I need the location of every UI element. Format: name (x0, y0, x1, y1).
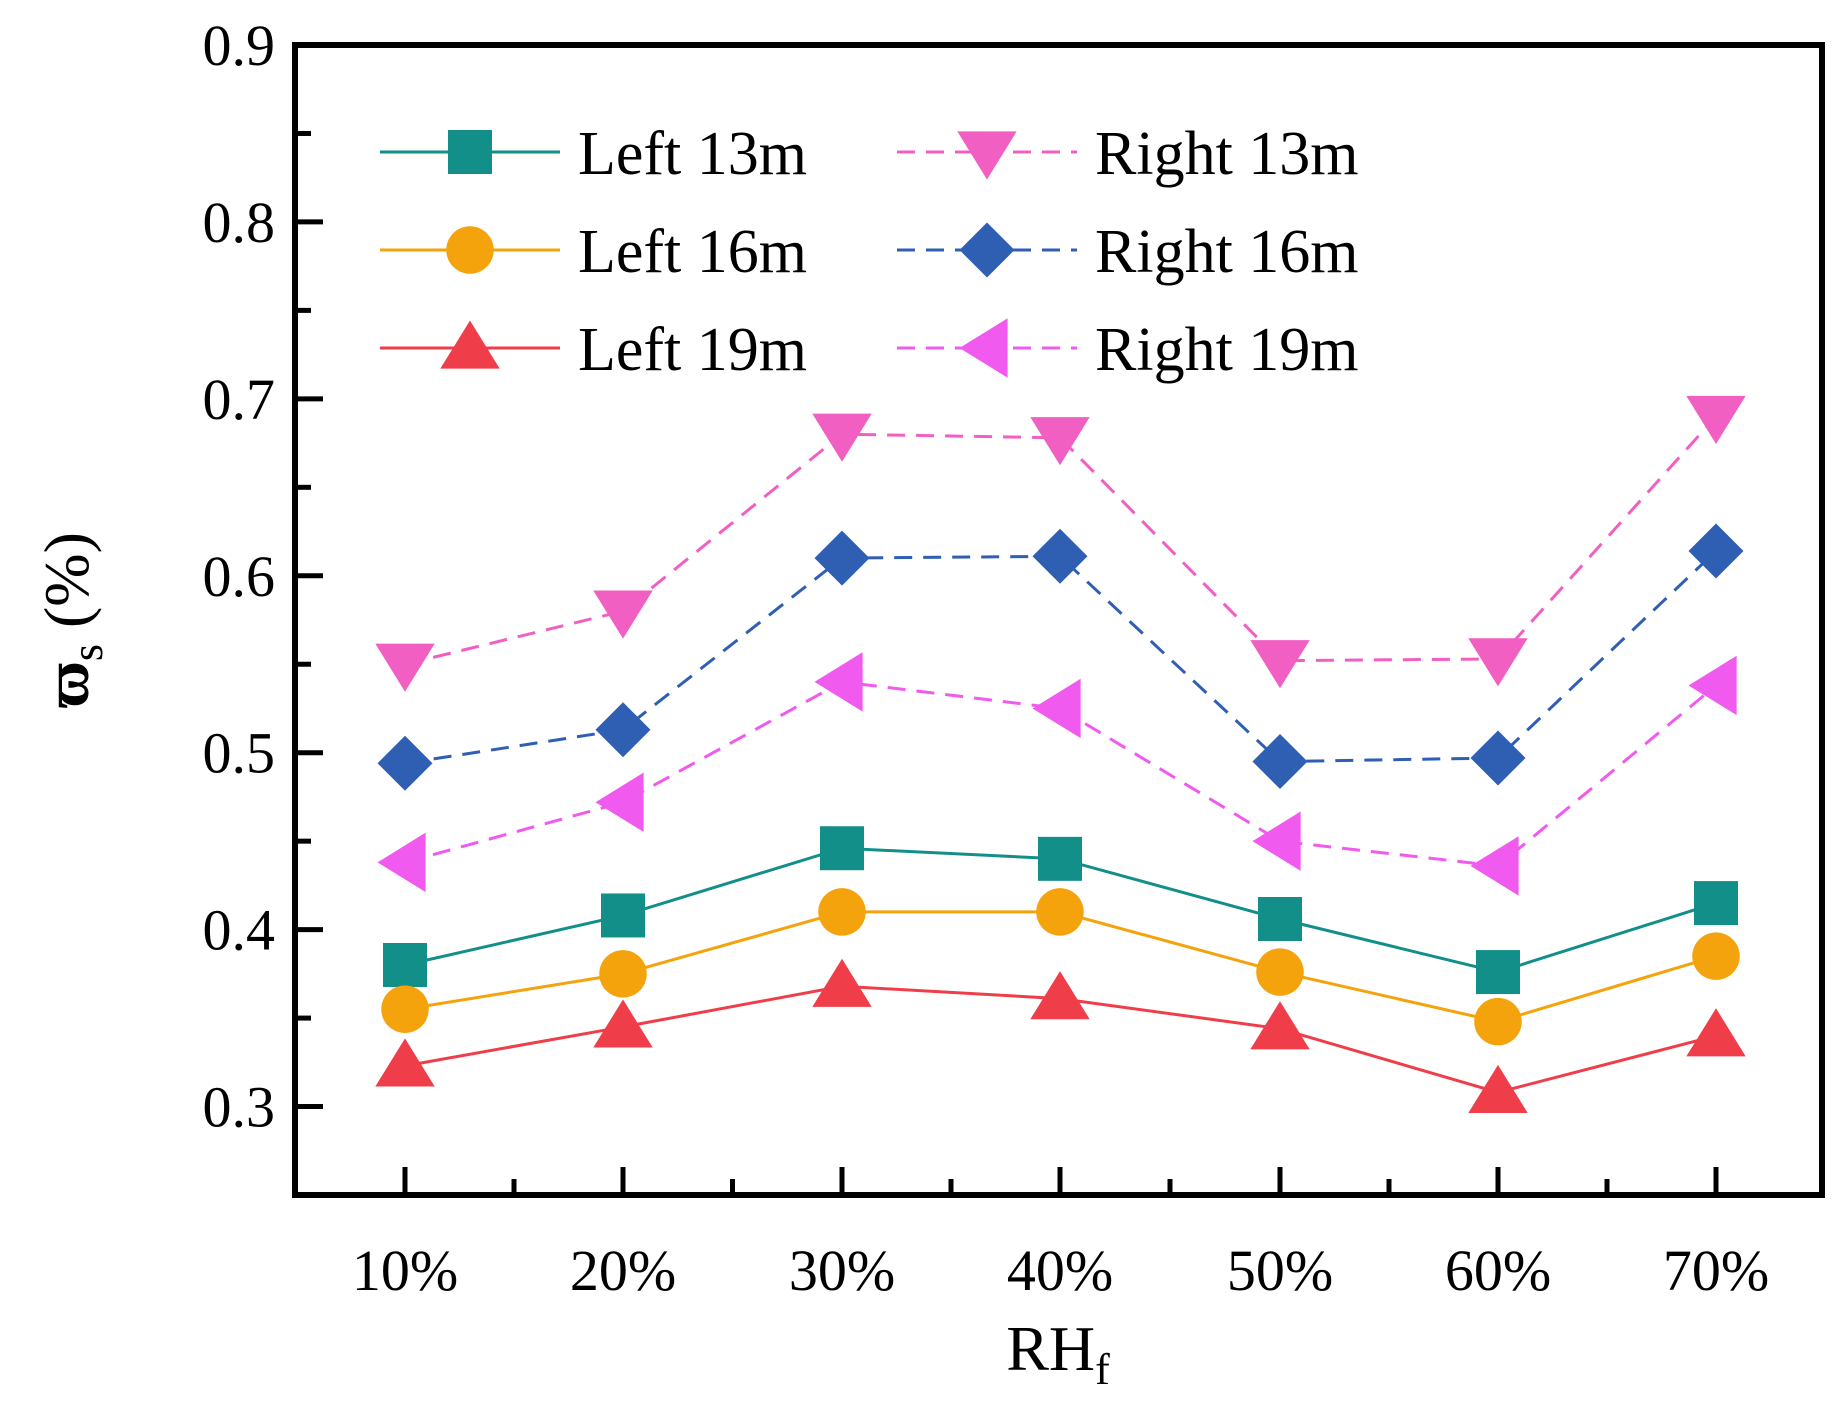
legend-label-left-16m: Left 16m (578, 218, 807, 286)
data-point-right-16m (814, 530, 870, 586)
data-point-right-19m (814, 652, 863, 712)
y-tick-label: 0.7 (203, 367, 276, 432)
data-point-right-13m (1686, 395, 1746, 445)
legend-label-right-13m: Right 13m (1095, 120, 1359, 188)
y-tick-label: 0.3 (203, 1075, 276, 1140)
data-point-right-13m (593, 590, 653, 639)
data-point-right-13m (375, 643, 435, 692)
x-tick-label: 10% (352, 1238, 458, 1303)
data-point-right-19m (595, 772, 644, 832)
y-tick-label: 0.8 (203, 190, 276, 255)
y-tick-label: 0.6 (203, 544, 276, 609)
data-point-left-19m (1030, 971, 1090, 1020)
y-tick-label: 0.9 (203, 13, 276, 78)
y-axis-title: ϖs (%) (31, 532, 112, 708)
data-point-left-19m (1250, 1001, 1310, 1050)
data-point-left-13m (1694, 881, 1738, 926)
data-point-left-19m (812, 958, 872, 1007)
data-point-right-19m (1470, 836, 1519, 896)
data-point-right-16m (1252, 734, 1308, 790)
y-tick-label: 0.4 (203, 898, 276, 963)
data-point-left-16m (1256, 948, 1304, 996)
data-point-right-16m (1688, 523, 1744, 579)
y-tick-label: 0.5 (203, 721, 276, 786)
data-point-left-19m (1686, 1008, 1746, 1057)
data-point-right-13m (1030, 417, 1090, 466)
data-point-left-13m (1258, 897, 1302, 941)
data-point-left-19m (1468, 1064, 1528, 1114)
data-point-right-13m (812, 413, 872, 462)
legend-marker-right-16m (959, 222, 1015, 278)
x-tick-label: 20% (570, 1238, 676, 1303)
data-point-left-16m (1474, 997, 1522, 1046)
data-point-left-13m (820, 826, 864, 871)
legend-label-right-16m: Right 16m (1095, 218, 1359, 286)
legend-label-right-19m: Right 19m (1095, 316, 1359, 384)
series-layer (375, 395, 1746, 1114)
x-axis-title: RHf (1006, 1313, 1110, 1394)
legend: Left 13m Left 16m Left 19m Right 13m Right 1… (380, 120, 1359, 384)
data-point-left-16m (599, 950, 647, 998)
x-tick-label: 60% (1445, 1238, 1551, 1303)
data-point-right-19m (1032, 678, 1081, 739)
legend-marker-right-13m (957, 131, 1017, 180)
data-point-right-16m (377, 735, 433, 791)
x-tick-label: 30% (789, 1238, 895, 1303)
data-point-right-13m (1468, 638, 1528, 687)
x-tick-label: 70% (1663, 1238, 1769, 1303)
data-point-right-16m (1470, 730, 1526, 786)
legend-marker-left-13m (448, 130, 492, 174)
legend-marker-left-19m (440, 320, 500, 369)
legend-marker-left-16m (446, 226, 494, 274)
legend-label-left-13m: Left 13m (578, 120, 807, 188)
data-point-left-13m (1038, 836, 1082, 881)
data-point-left-16m (381, 985, 429, 1033)
data-point-left-13m (601, 893, 645, 938)
data-point-left-16m (1692, 932, 1740, 980)
x-tick-label: 40% (1007, 1238, 1113, 1303)
x-tick-label: 50% (1227, 1238, 1333, 1303)
data-point-right-16m (595, 702, 651, 758)
x-axis-ticks: 10% 20% 30% 40% 50% 60% 70% (352, 1167, 1769, 1303)
data-point-right-19m (1252, 811, 1301, 871)
data-point-right-19m (377, 832, 426, 893)
data-point-left-19m (375, 1038, 435, 1087)
legend-label-left-19m: Left 19m (578, 316, 807, 384)
y-axis-ticks: 0.3 0.4 0.5 0.6 0.7 0.8 0.9 (203, 13, 323, 1140)
data-point-right-13m (1250, 640, 1310, 689)
data-point-left-19m (593, 999, 653, 1048)
data-point-left-16m (818, 888, 866, 936)
plot-frame (292, 42, 1825, 1198)
data-point-left-13m (383, 943, 427, 987)
data-point-left-16m (1036, 888, 1084, 936)
data-point-right-16m (1032, 528, 1088, 584)
data-point-left-13m (1476, 950, 1520, 995)
legend-marker-right-19m (959, 318, 1008, 378)
data-point-right-19m (1688, 655, 1737, 716)
